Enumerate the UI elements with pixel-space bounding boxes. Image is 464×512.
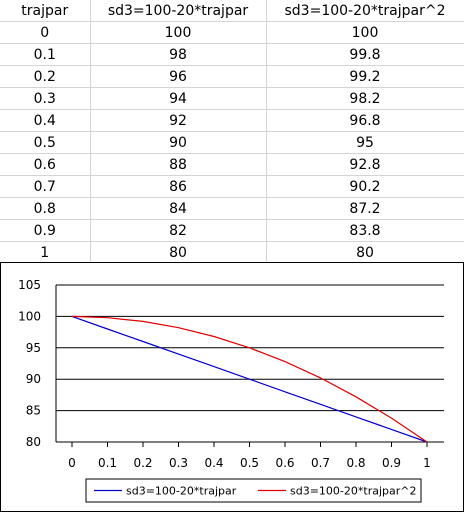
x-tick-label: 0 xyxy=(68,456,76,470)
series-line-2 xyxy=(71,315,428,443)
x-tick-label: 0.5 xyxy=(240,456,259,470)
table-header-row: trajpar sd3=100-20*trajpar sd3=100-20*traj… xyxy=(0,0,464,22)
table-row: 0.3 94 98.2 xyxy=(0,87,464,110)
table-cell[interactable]: 90 xyxy=(90,131,267,154)
table-cell[interactable]: 92.8 xyxy=(266,153,464,176)
table-cell[interactable]: 0.5 xyxy=(0,131,91,154)
x-tick-label: 0.6 xyxy=(275,456,294,470)
line-chart: 80 85 90 95 100 105 0 0.1 0.2 0.3 0.4 0.5 0.6 0.7 0.8 0… xyxy=(18,278,444,503)
table-cell[interactable]: 80 xyxy=(266,241,464,264)
table-row: 0.9 82 83.8 xyxy=(0,219,464,242)
series-line-1 xyxy=(71,315,428,443)
table-row: 1 80 80 xyxy=(0,241,464,264)
table-cell[interactable]: 84 xyxy=(90,197,267,220)
table-cell[interactable]: 92 xyxy=(90,109,267,132)
x-tick-label: 0.2 xyxy=(133,456,152,470)
legend-box xyxy=(85,478,422,503)
table-cell[interactable]: 1 xyxy=(0,241,91,264)
table-cell[interactable]: 87.2 xyxy=(266,197,464,220)
table-cell[interactable]: 82 xyxy=(90,219,267,242)
x-tick-label: 0.3 xyxy=(169,456,188,470)
x-tick-label: 0.1 xyxy=(98,456,117,470)
table-cell[interactable]: 0.2 xyxy=(0,65,91,88)
column-header[interactable]: sd3=100-20*trajpar^2 xyxy=(266,0,464,22)
table-cell[interactable]: 90.2 xyxy=(266,175,464,198)
table-cell[interactable]: 0.1 xyxy=(0,43,91,66)
table-row: 0.4 92 96.8 xyxy=(0,109,464,132)
table-row: 0.6 88 92.8 xyxy=(0,153,464,176)
table-cell[interactable]: 86 xyxy=(90,175,267,198)
table-cell[interactable]: 0.7 xyxy=(0,175,91,198)
table-cell[interactable]: 83.8 xyxy=(266,219,464,242)
y-tick-label: 100 xyxy=(18,309,41,323)
legend-label: sd3=100-20*trajpar^2 xyxy=(290,485,416,498)
x-tick-label: 0.4 xyxy=(204,456,223,470)
y-tick-label: 105 xyxy=(18,278,41,292)
table-cell[interactable]: 0.6 xyxy=(0,153,91,176)
table-cell[interactable]: 80 xyxy=(90,241,267,264)
table-cell[interactable]: 100 xyxy=(90,21,267,44)
chart-area[interactable]: 80 85 90 95 100 105 0 0.1 0.2 0.3 0.4 0.5 0.6 0.7 0.8 0… xyxy=(0,262,464,512)
legend-label: sd3=100-20*trajpar xyxy=(126,485,237,498)
x-tick-label: 0.8 xyxy=(346,456,365,470)
column-header[interactable]: sd3=100-20*trajpar xyxy=(90,0,267,22)
table-cell[interactable]: 98.2 xyxy=(266,87,464,110)
x-tick-label: 0.7 xyxy=(311,456,330,470)
table-cell[interactable]: 0.4 xyxy=(0,109,91,132)
column-header[interactable]: trajpar xyxy=(0,0,91,22)
table-cell[interactable]: 0.3 xyxy=(0,87,91,110)
table-cell[interactable]: 96.8 xyxy=(266,109,464,132)
data-table: trajpar sd3=100-20*trajpar sd3=100-20*traj… xyxy=(0,0,464,264)
y-tick-label: 80 xyxy=(26,435,41,449)
table-cell[interactable]: 88 xyxy=(90,153,267,176)
table-row: 0.8 84 87.2 xyxy=(0,197,464,220)
table-cell[interactable]: 100 xyxy=(266,21,464,44)
table-row: 0.1 98 99.8 xyxy=(0,43,464,66)
table-cell[interactable]: 94 xyxy=(90,87,267,110)
x-tick-label: 1 xyxy=(423,456,431,470)
table-row: 0.2 96 99.2 xyxy=(0,65,464,88)
table-row: 0.7 86 90.2 xyxy=(0,175,464,198)
table-cell[interactable]: 98 xyxy=(90,43,267,66)
table-row: 0 100 100 xyxy=(0,21,464,44)
table-cell[interactable]: 95 xyxy=(266,131,464,154)
x-tick-label: 0.9 xyxy=(382,456,401,470)
table-cell[interactable]: 96 xyxy=(90,65,267,88)
table-cell[interactable]: 0.8 xyxy=(0,197,91,220)
table-cell[interactable]: 0 xyxy=(0,21,91,44)
table-cell[interactable]: 99.2 xyxy=(266,65,464,88)
y-tick-label: 90 xyxy=(26,372,41,386)
table-cell[interactable]: 99.8 xyxy=(266,43,464,66)
table-row: 0.5 90 95 xyxy=(0,131,464,154)
y-tick-label: 95 xyxy=(26,341,41,355)
y-tick-label: 85 xyxy=(26,404,41,418)
table-cell[interactable]: 0.9 xyxy=(0,219,91,242)
